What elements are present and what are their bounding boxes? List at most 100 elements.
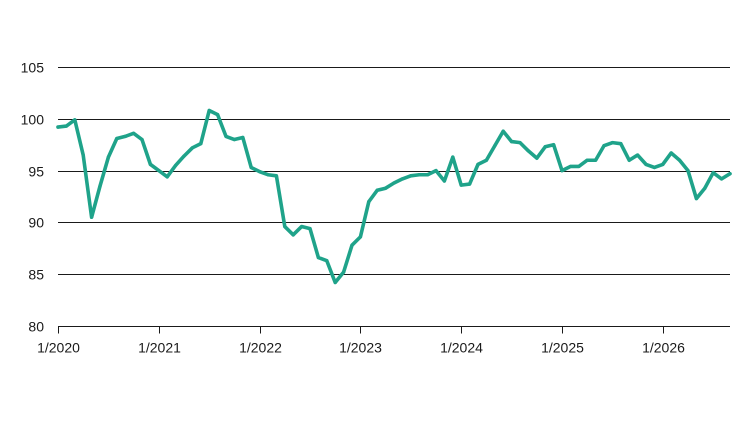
x-tick-label: 1/2026 xyxy=(642,340,685,356)
data-point xyxy=(199,142,203,146)
data-point xyxy=(703,186,707,190)
y-tick-label: 90 xyxy=(28,215,44,231)
series-layer xyxy=(56,108,732,285)
data-point xyxy=(148,162,152,166)
x-tick-label: 1/2025 xyxy=(541,340,584,356)
data-point xyxy=(694,196,699,201)
data-point xyxy=(594,158,598,162)
data-point xyxy=(308,227,312,231)
x-tick-label: 1/2021 xyxy=(138,340,181,356)
data-point xyxy=(98,184,102,188)
data-point xyxy=(468,182,472,186)
data-point xyxy=(258,170,262,174)
data-point xyxy=(384,186,388,190)
data-point xyxy=(501,129,505,133)
data-point xyxy=(652,165,657,170)
data-point xyxy=(123,134,127,139)
data-point xyxy=(568,164,573,169)
data-point xyxy=(476,162,480,166)
data-point xyxy=(224,134,228,139)
data-point xyxy=(90,215,94,219)
data-point xyxy=(392,181,396,185)
data-point xyxy=(610,141,615,145)
y-tick-label: 105 xyxy=(21,60,45,76)
data-point xyxy=(190,146,194,150)
data-point xyxy=(518,141,522,145)
x-tick-label: 1/2024 xyxy=(440,340,483,356)
data-point xyxy=(400,177,404,181)
data-point xyxy=(182,154,186,158)
data-point xyxy=(375,188,379,192)
data-point xyxy=(728,172,732,176)
data-point xyxy=(409,174,413,178)
y-tick-label: 85 xyxy=(28,267,44,283)
data-point xyxy=(165,175,169,179)
data-point xyxy=(316,256,320,260)
data-point xyxy=(426,173,430,177)
data-point xyxy=(274,174,278,178)
data-point xyxy=(560,169,564,173)
data-point xyxy=(132,131,136,135)
data-point xyxy=(342,270,346,274)
data-point xyxy=(241,135,245,140)
data-point xyxy=(510,139,514,144)
data-point xyxy=(602,144,606,148)
data-point xyxy=(535,156,539,160)
series-line-0 xyxy=(56,108,732,285)
data-point xyxy=(552,143,556,147)
data-point xyxy=(207,108,211,113)
data-point xyxy=(140,137,144,142)
data-point xyxy=(64,124,68,128)
data-point xyxy=(686,169,690,173)
y-tick-label: 95 xyxy=(28,164,44,180)
data-point xyxy=(333,280,337,285)
data-point xyxy=(493,144,497,148)
data-point xyxy=(216,113,220,117)
data-point xyxy=(73,118,77,122)
data-point xyxy=(115,136,119,141)
data-point xyxy=(577,164,581,169)
data-point xyxy=(636,153,640,157)
data-point xyxy=(300,224,304,229)
data-point xyxy=(417,173,421,177)
x-tick-label: 1/2022 xyxy=(239,340,282,356)
data-point xyxy=(627,158,631,162)
data-point xyxy=(644,162,648,166)
data-point xyxy=(358,235,362,239)
y-tick-label: 100 xyxy=(21,112,45,128)
data-point xyxy=(157,169,161,173)
y-axis-tick-labels: 80 85 90 95 100 105 xyxy=(21,60,45,335)
data-point xyxy=(174,163,178,168)
data-point xyxy=(266,173,270,177)
data-point xyxy=(232,137,236,142)
data-point xyxy=(526,149,531,153)
data-point xyxy=(81,153,85,157)
data-point xyxy=(367,200,371,204)
data-point xyxy=(249,165,253,170)
data-point xyxy=(669,151,673,155)
y-tick-label: 80 xyxy=(28,319,44,335)
data-point xyxy=(678,158,682,162)
data-point xyxy=(484,158,488,162)
data-point xyxy=(350,243,354,247)
x-tick-label: 1/2020 xyxy=(37,340,80,356)
data-point xyxy=(283,224,287,229)
x-axis xyxy=(57,325,730,334)
series-points-0 xyxy=(56,108,732,285)
data-point xyxy=(434,169,438,173)
data-point xyxy=(291,233,295,237)
data-point xyxy=(619,142,623,146)
data-point xyxy=(585,158,589,162)
data-point xyxy=(56,125,60,129)
data-point xyxy=(720,177,724,181)
x-axis-tick-labels: 1/2020 1/2021 1/2022 1/2023 1/2024 1/2025 1/20… xyxy=(37,340,685,356)
data-point xyxy=(325,259,329,263)
data-point xyxy=(442,179,446,183)
data-point xyxy=(451,155,455,159)
data-point xyxy=(459,183,463,187)
data-point xyxy=(711,171,715,175)
data-point xyxy=(106,155,110,159)
data-point xyxy=(661,162,665,166)
